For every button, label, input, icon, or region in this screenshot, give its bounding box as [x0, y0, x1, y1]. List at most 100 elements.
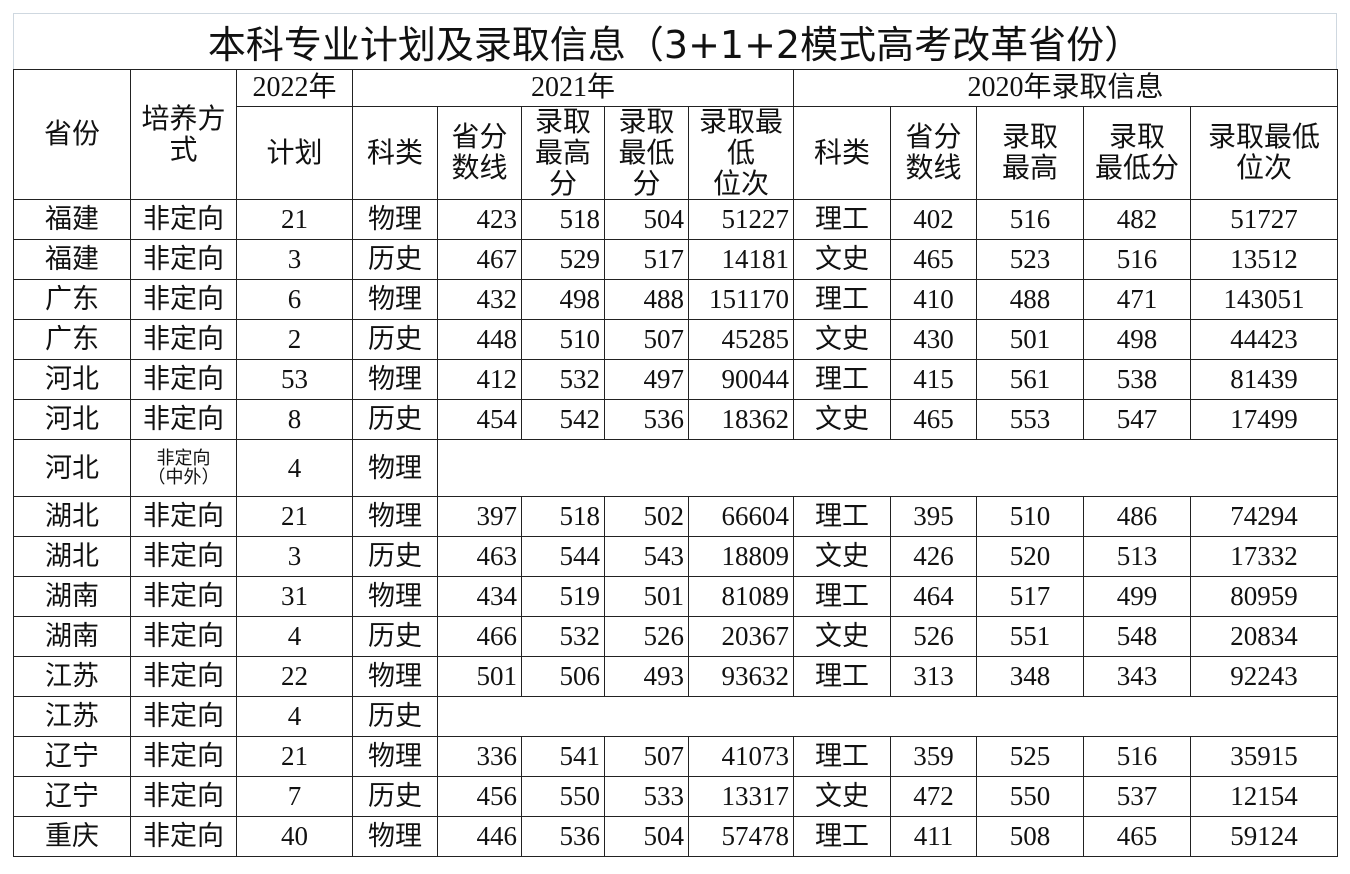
table-cell: 343 [1083, 656, 1192, 698]
table-cell: 501 [604, 576, 689, 618]
table-cell: 463 [437, 536, 522, 578]
table-row: 湖北 非定向 3 历史 463 544 543 18809 文史 426 520 513 17332 [13, 536, 1339, 578]
empty-cell [436, 439, 1339, 498]
table-cell: 非定向 [130, 239, 237, 281]
table-cell: 493 [604, 656, 689, 698]
table-cell: 7 [236, 776, 353, 818]
table-cell: 河北 [13, 439, 131, 498]
table-cell: 551 [976, 616, 1085, 658]
table-cell: 532 [521, 616, 605, 658]
table-cell: 历史 [352, 319, 438, 361]
table-cell: 411 [890, 816, 978, 858]
table-cell: 465 [1083, 816, 1192, 858]
table-cell: 14181 [687, 239, 795, 281]
table-cell: 59124 [1190, 816, 1339, 858]
table-cell: 物理 [352, 496, 438, 538]
table-cell: 文史 [793, 399, 892, 441]
table-cell: 18362 [687, 399, 795, 441]
table-cell: 福建 [13, 239, 131, 281]
table-cell: 434 [437, 576, 522, 618]
table-cell: 499 [1083, 576, 1192, 618]
table-row: 湖南 非定向 4 历史 466 532 526 20367 文史 526 551 548 20834 [13, 616, 1339, 658]
table-cell: 516 [1083, 239, 1192, 281]
table-cell: 6 [236, 279, 353, 321]
table-cell: 物理 [352, 816, 438, 858]
table-cell: 395 [890, 496, 978, 538]
table-cell: 非定向 [130, 359, 237, 401]
table-cell: 508 [976, 816, 1085, 858]
table-cell: 非定向 [130, 536, 237, 578]
table-cell: 12154 [1190, 776, 1339, 818]
table-row: 江苏 非定向 4 历史 [13, 696, 1339, 738]
table-cell: 51727 [1190, 199, 1339, 241]
table-cell: 465 [890, 399, 978, 441]
table-cell: 理工 [793, 359, 892, 401]
table-cell: 非定向 [130, 816, 237, 858]
document: 本科专业计划及录取信息（3+1+2模式高考改革省份） 省份 培养方式 2022年 20… [13, 13, 1339, 858]
table-cell: 423 [437, 199, 522, 241]
table-cell: 物理 [352, 736, 438, 778]
table-cell: 17499 [1190, 399, 1339, 441]
table-cell: 历史 [352, 536, 438, 578]
table-cell: 523 [976, 239, 1085, 281]
table-cell: 文史 [793, 616, 892, 658]
table-cell: 物理 [352, 656, 438, 698]
table-cell: 非定向 [130, 656, 237, 698]
table-cell: 35915 [1190, 736, 1339, 778]
table-cell: 理工 [793, 656, 892, 698]
header-cell: 科类 [352, 105, 438, 201]
table-cell: 18809 [687, 536, 795, 578]
table-cell: 397 [437, 496, 522, 538]
table-cell: 理工 [793, 199, 892, 241]
table-cell: 482 [1083, 199, 1192, 241]
table-cell: 非定向 [130, 399, 237, 441]
table-cell: 22 [236, 656, 353, 698]
table-cell: 21 [236, 496, 353, 538]
table-cell: 湖北 [13, 496, 131, 538]
table-cell: 81439 [1190, 359, 1339, 401]
table-cell: 542 [521, 399, 605, 441]
table-cell: 3 [236, 239, 353, 281]
table-cell: 文史 [793, 239, 892, 281]
table-cell: 536 [604, 399, 689, 441]
table-cell: 488 [976, 279, 1085, 321]
header-row: 省份 培养方式 2022年 2021年 2020年录取信息 [13, 68, 1339, 201]
header-cell: 录取 最高 分 [521, 105, 605, 201]
header-cell: 科类 [793, 105, 892, 201]
table-row: 广东 非定向 2 历史 448 510 507 45285 文史 430 501 498 44423 [13, 319, 1339, 361]
table-cell: 3 [236, 536, 353, 578]
table-cell: 466 [437, 616, 522, 658]
table-cell: 537 [1083, 776, 1192, 818]
header-cell: 计划 [236, 105, 353, 201]
header-cell: 录取 最高 [976, 105, 1085, 201]
table-cell: 物理 [352, 199, 438, 241]
table-cell: 359 [890, 736, 978, 778]
table-cell: 402 [890, 199, 978, 241]
table-cell: 543 [604, 536, 689, 578]
table-cell: 21 [236, 736, 353, 778]
table-cell: 湖南 [13, 576, 131, 618]
table-cell: 90044 [687, 359, 795, 401]
table-cell: 501 [437, 656, 522, 698]
table-row: 河北 非定向 8 历史 454 542 536 18362 文史 465 553 547 17499 [13, 399, 1339, 441]
table-cell: 448 [437, 319, 522, 361]
table-cell: 526 [890, 616, 978, 658]
table-cell: 518 [521, 199, 605, 241]
table-cell: 物理 [352, 576, 438, 618]
table-cell: 502 [604, 496, 689, 538]
table-cell: 53 [236, 359, 353, 401]
table-cell: 湖北 [13, 536, 131, 578]
table-cell: 486 [1083, 496, 1192, 538]
table-cell: 非定向 [130, 736, 237, 778]
table-cell: 456 [437, 776, 522, 818]
table-cell: 548 [1083, 616, 1192, 658]
table-cell: 550 [976, 776, 1085, 818]
table-cell: 507 [604, 319, 689, 361]
table-cell: 历史 [352, 239, 438, 281]
table-cell: 510 [976, 496, 1085, 538]
table-cell: 4 [236, 616, 353, 658]
header-cell: 2020年录取信息 [793, 69, 1339, 107]
table-row: 湖南 非定向 31 物理 434 519 501 81089 理工 464 517 499 80959 [13, 576, 1339, 618]
table-cell: 理工 [793, 576, 892, 618]
title: 本科专业计划及录取信息（3+1+2模式高考改革省份） [13, 13, 1337, 69]
